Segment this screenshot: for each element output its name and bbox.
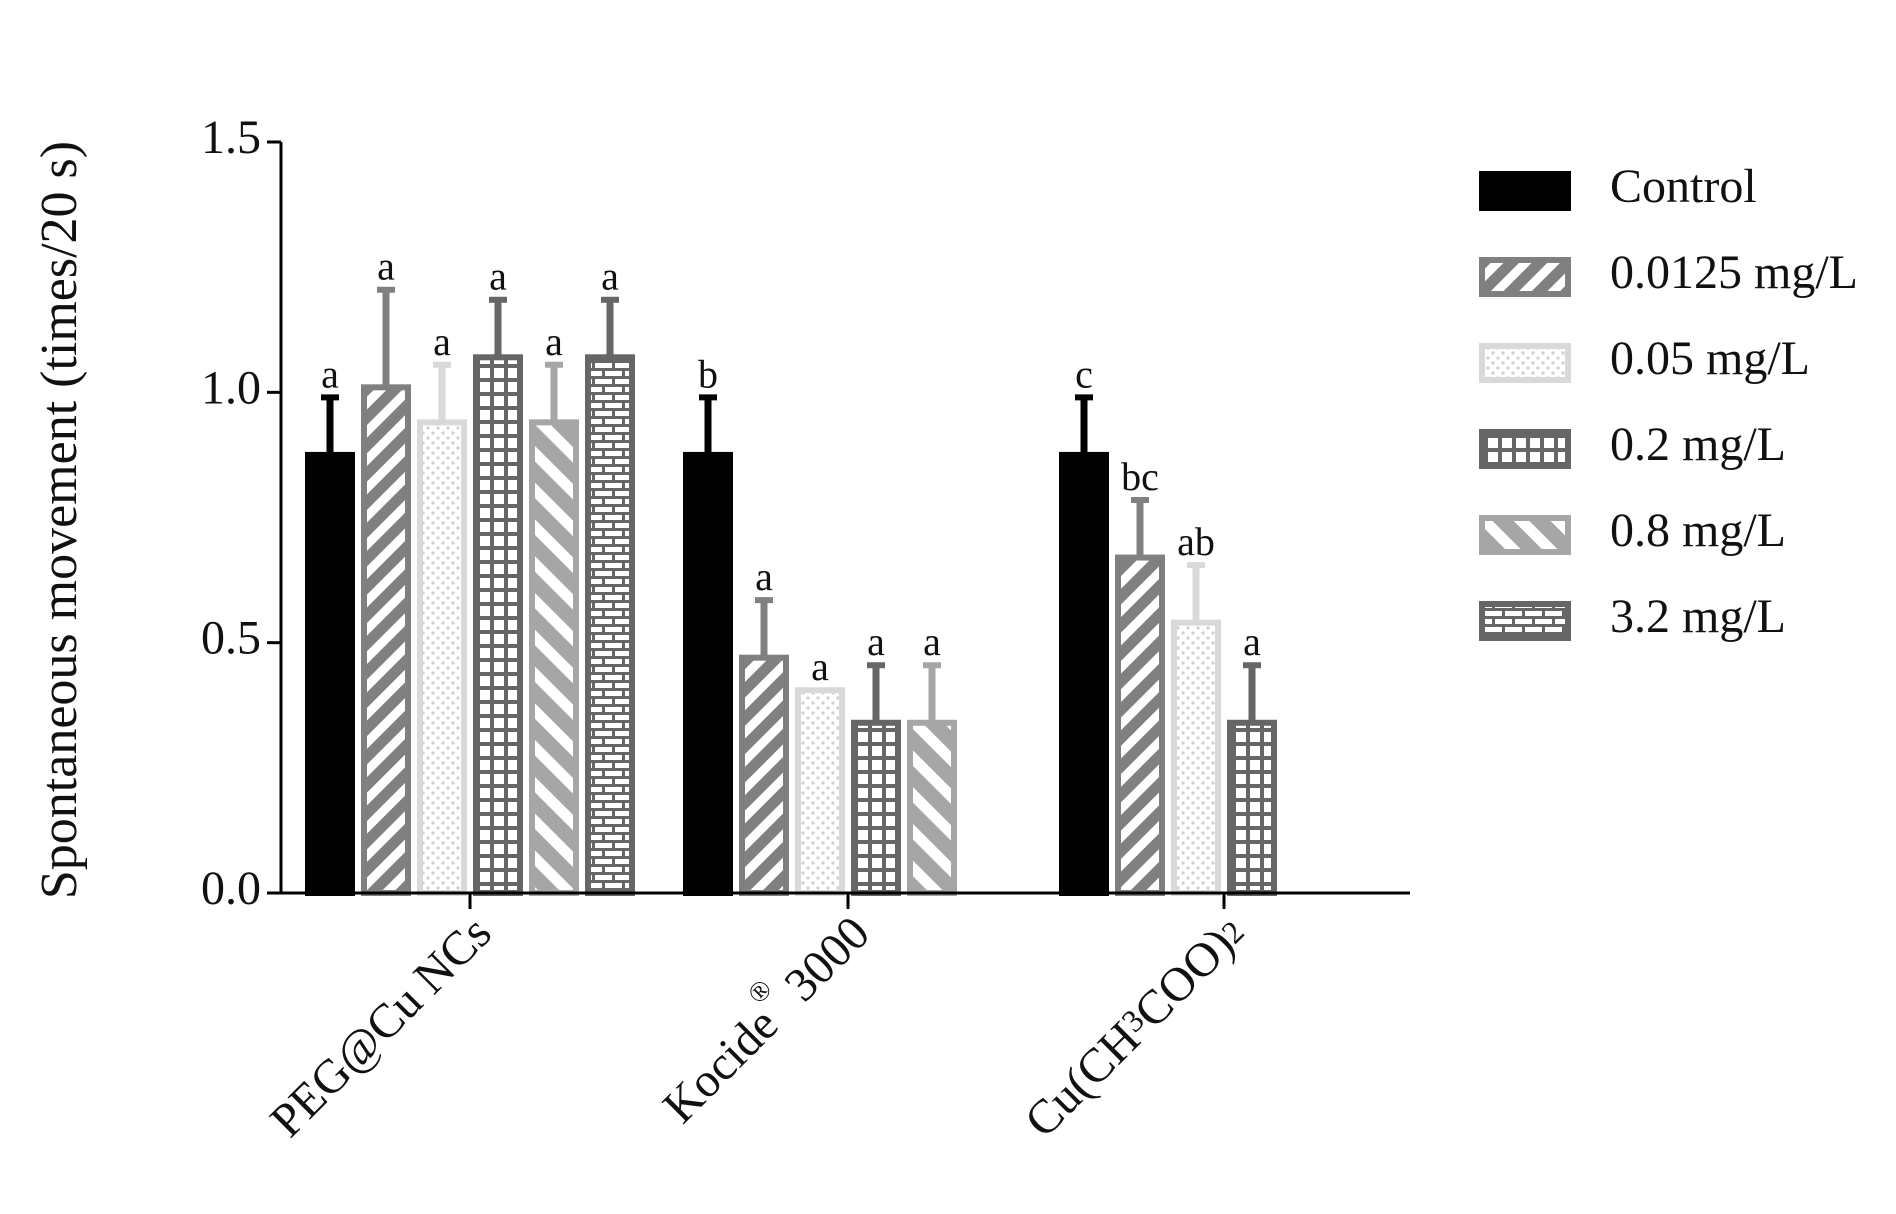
significance-label: c [1075,351,1093,396]
significance-label: a [601,254,619,299]
legend-swatch [1479,257,1571,297]
bar [361,384,411,896]
x-category-labels: PEG@Cu NCs Kocide® 3000 Cu(CH3COO)2 [260,897,1255,1147]
significance-label: ab [1177,519,1215,564]
legend-swatch [1479,343,1571,383]
bar [417,419,467,896]
legend-label: 0.05 mg/L [1610,332,1810,385]
legend-swatch [1479,429,1571,469]
legend-swatch [1479,515,1571,555]
significance-label: bc [1121,454,1159,499]
x-tick-label-2: Cu(CH3COO)2 [1014,906,1255,1147]
significance-label: a [811,644,829,689]
bar [1115,554,1165,896]
legend-label: 0.8 mg/L [1610,504,1786,557]
significance-label: a [489,254,507,299]
significance-label: a [433,319,451,364]
bar [795,687,845,896]
significance-label: a [755,554,773,599]
legend-swatch [1479,171,1571,211]
bar [529,419,579,896]
legend-label: 0.0125 mg/L [1610,246,1858,299]
bar [851,719,901,896]
legend-swatch [1479,601,1571,641]
significance-label: a [545,319,563,364]
axes: 0.0 0.5 1.0 1.5 [201,111,1410,915]
legend-label: 0.2 mg/L [1610,418,1786,471]
y-axis-label: Spontaneous movement (times/20 s) [31,141,88,899]
significance-label: a [377,244,395,289]
legend-label: 3.2 mg/L [1610,590,1786,643]
y-tick-label-3: 1.5 [201,111,261,164]
bar [305,451,355,896]
significance-label: a [923,619,941,664]
y-tick-label-2: 1.0 [201,361,261,414]
bar [1227,719,1277,896]
bar [585,354,635,896]
significance-label: a [321,351,339,396]
bar [473,354,523,896]
y-tick-label-0: 0.0 [201,862,261,915]
significance-label: a [867,619,885,664]
significance-label: a [1243,619,1261,664]
bar [907,719,957,896]
bar [1059,451,1109,896]
y-tick-label-1: 0.5 [201,612,261,665]
legend-label: Control [1610,160,1757,213]
significance-label: b [698,351,718,396]
legend: Control 0.0125 mg/L 0.05 mg/L 0.2 mg/L 0.8 m… [1479,160,1858,643]
bar [683,451,733,896]
bars-layer [305,286,1277,896]
x-tick-label-1: Kocide® 3000 [644,897,880,1133]
bar [739,654,789,896]
bar [1171,619,1221,896]
x-tick-label-0: PEG@Cu NCs [260,906,501,1147]
